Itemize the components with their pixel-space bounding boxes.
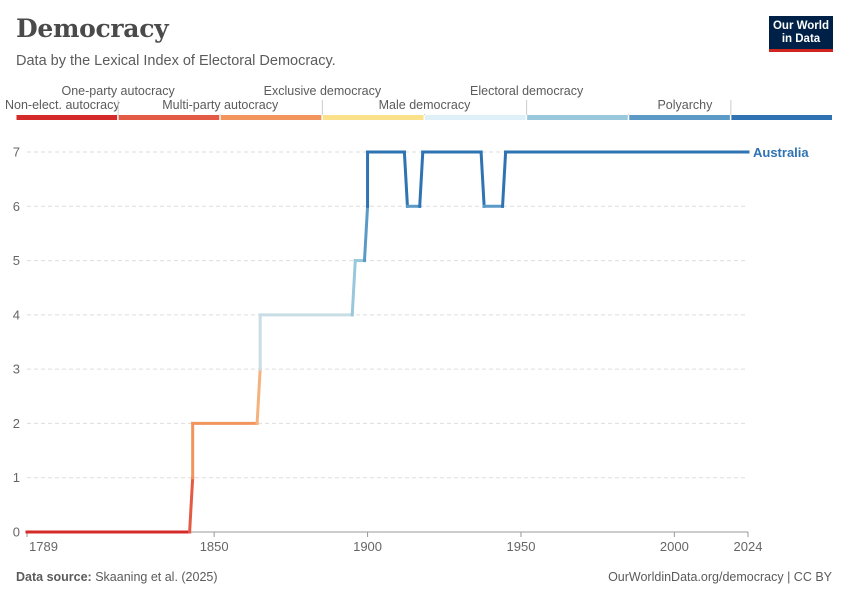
legend-swatch xyxy=(629,115,730,120)
page-subtitle: Data by the Lexical Index of Electoral D… xyxy=(16,53,336,69)
series-segment xyxy=(255,367,262,426)
legend-label: Non-elect. autocracy xyxy=(5,98,120,112)
y-tick-label: 4 xyxy=(13,307,20,322)
series-segment xyxy=(350,258,357,317)
legend-label: Exclusive democracy xyxy=(264,84,382,98)
y-tick-label: 6 xyxy=(13,199,20,214)
y-tick-label: 0 xyxy=(13,525,20,540)
legend-swatch xyxy=(425,115,526,120)
legend-label: Polyarchy xyxy=(657,98,713,112)
legend-label: Electoral democracy xyxy=(470,84,584,98)
legend-swatch xyxy=(118,115,220,120)
y-tick-label: 5 xyxy=(13,253,20,268)
legend-swatch xyxy=(527,115,628,120)
legend-label: Multi-party autocracy xyxy=(162,98,279,112)
legend-swatch xyxy=(322,115,424,120)
data-source-label: Data source: xyxy=(16,570,92,584)
logo-line-1: Our World xyxy=(772,20,829,32)
x-tick-label: 1950 xyxy=(507,539,536,554)
series-segment xyxy=(500,150,508,208)
series-segment xyxy=(402,150,410,208)
x-tick-label: 1850 xyxy=(200,539,229,554)
source-url[interactable]: OurWorldinData.org/democracy | CC BY xyxy=(608,570,832,584)
x-tick-label: 2000 xyxy=(660,539,689,554)
x-tick-label: 1789 xyxy=(29,539,58,554)
chart-grid xyxy=(27,151,748,479)
legend-swatch xyxy=(16,115,118,120)
series-segment xyxy=(418,150,425,208)
y-tick-label: 3 xyxy=(13,362,20,377)
legend-label: Male democracy xyxy=(379,98,471,112)
page-title: Democracy xyxy=(16,14,169,43)
x-tick-label: 1900 xyxy=(353,539,382,554)
y-axis-ticks: 0 1 2 3 4 5 6 7 xyxy=(13,145,20,540)
series-lines xyxy=(25,150,750,534)
legend-swatch xyxy=(220,115,322,120)
y-tick-label: 1 xyxy=(13,470,20,485)
logo-line-2: in Data xyxy=(781,33,821,45)
data-source: Data source: Skaaning et al. (2025) xyxy=(16,570,218,584)
data-source-text: Skaaning et al. (2025) xyxy=(95,570,218,584)
legend-label: One-party autocracy xyxy=(62,84,176,98)
legend-swatch xyxy=(731,115,832,120)
series-labels: Australia xyxy=(753,145,809,160)
owid-logo[interactable]: Our World in Data xyxy=(769,16,833,52)
y-tick-label: 7 xyxy=(13,145,20,160)
series-label-australia: Australia xyxy=(753,145,809,160)
series-segment xyxy=(479,150,486,208)
y-tick-label: 2 xyxy=(13,416,20,431)
series-segment xyxy=(362,204,370,263)
x-axis: 1789 1850 1900 1950 2000 2024 xyxy=(26,531,763,554)
series-segment xyxy=(188,476,195,534)
x-tick-label: 2024 xyxy=(734,539,763,554)
